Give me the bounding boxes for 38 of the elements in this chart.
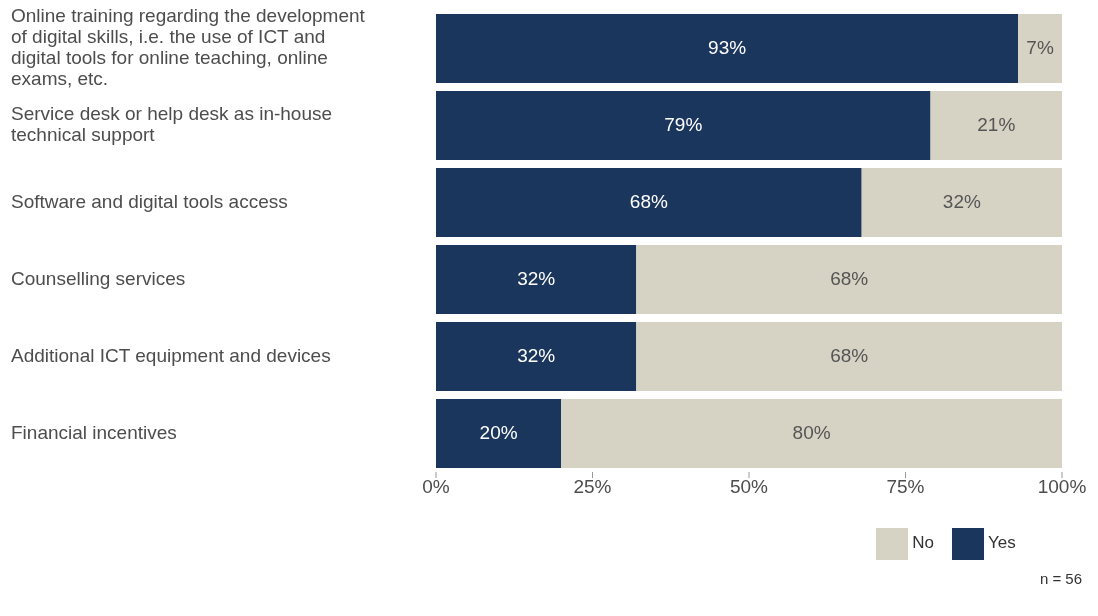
bar <box>436 168 862 237</box>
bar <box>436 14 1019 83</box>
y-tick-label: Financial incentives <box>11 421 177 443</box>
data-label: 32% <box>517 267 556 289</box>
bar <box>436 91 931 160</box>
x-tick-label: 0% <box>422 476 450 498</box>
legend-label: No <box>912 533 934 553</box>
bar <box>861 168 1062 237</box>
bar <box>561 399 1062 468</box>
data-label: 80% <box>792 421 831 443</box>
data-label: 93% <box>708 36 747 58</box>
text: n = 56 <box>1038 570 1083 587</box>
y-tick-label: Service desk or help desk as in-house technical support <box>11 103 333 146</box>
data-label: 21% <box>977 113 1016 135</box>
data-label: 79% <box>664 113 703 135</box>
data-label: 32% <box>942 190 981 212</box>
y-tick-label: Counselling services <box>11 267 186 289</box>
bar <box>930 91 1062 160</box>
legend-label: Yes <box>988 533 1016 553</box>
bar <box>436 322 637 391</box>
data-label: 68% <box>629 190 668 212</box>
x-tick-label: 100% <box>1037 476 1087 498</box>
x-tick-label: 50% <box>729 476 769 498</box>
y-tick-label: Additional ICT equipment and devices <box>11 344 331 366</box>
x-tick-label: 75% <box>886 476 925 498</box>
data-label: 20% <box>479 421 518 443</box>
data-label: 68% <box>830 344 869 366</box>
bar <box>436 399 562 468</box>
data-label: 7% <box>1026 36 1054 58</box>
bar <box>436 245 637 314</box>
bar <box>1018 14 1062 83</box>
y-tick-label: Software and digital tools access <box>11 190 288 212</box>
y-tick-label: Online training regarding the development of digital skills, i.e. the use of ICT and digital tools for online teaching, online exams, etc. <box>11 5 366 90</box>
x-tick-label: 25% <box>573 476 612 498</box>
bar <box>636 245 1062 314</box>
data-label: 32% <box>517 344 556 366</box>
bar <box>636 322 1062 391</box>
data-label: 68% <box>830 267 869 289</box>
